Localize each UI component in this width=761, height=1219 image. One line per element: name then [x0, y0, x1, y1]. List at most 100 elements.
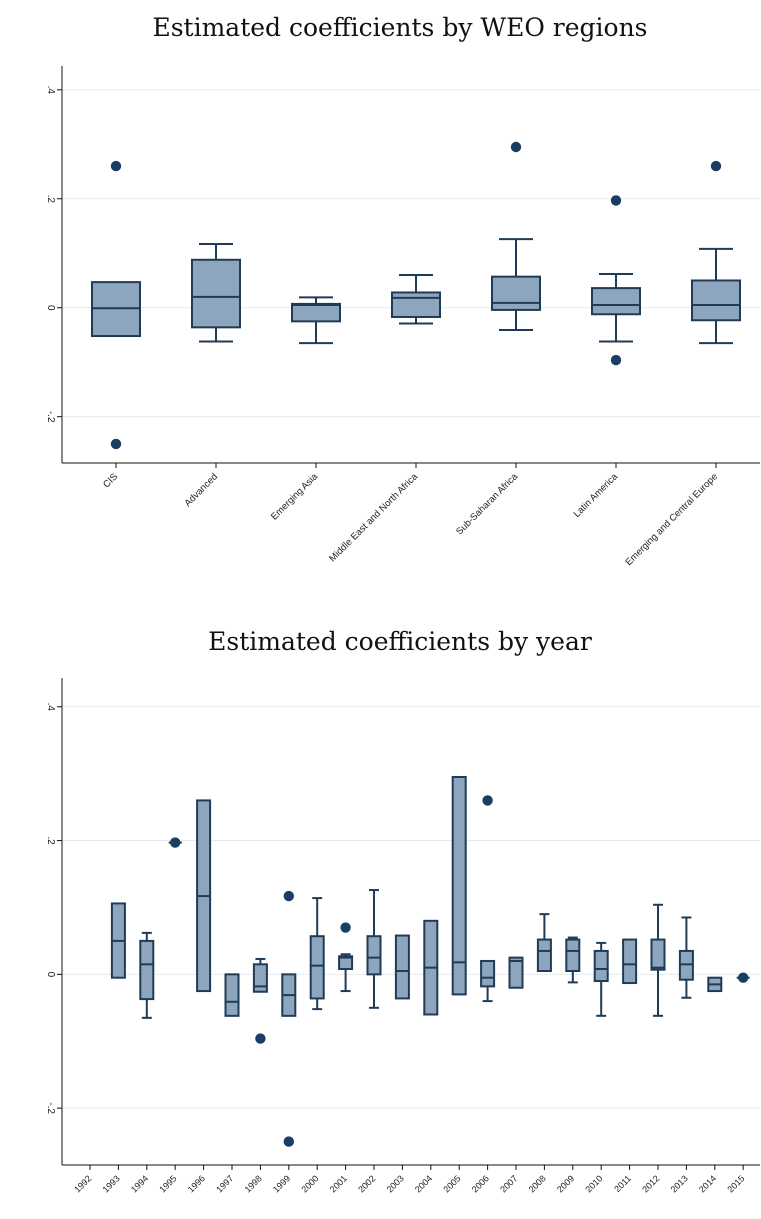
- box-iqr: [622, 938, 638, 985]
- chart-title: Estimated coefficients by year: [208, 627, 592, 656]
- outlier-point: [738, 972, 749, 983]
- x-tick-label-2007: 2007: [498, 1173, 519, 1194]
- outlier-point: [255, 1033, 266, 1044]
- y-tick-label: .4: [45, 86, 56, 95]
- x-tick-label-2002: 2002: [356, 1173, 377, 1194]
- box-group-sub-saharan-africa: [491, 141, 541, 332]
- box-group-2012: [650, 903, 666, 1017]
- outlier-point: [283, 890, 294, 902]
- y-tick-label: -.2: [45, 1102, 56, 1114]
- x-tick-label-1999: 1999: [271, 1173, 292, 1194]
- x-tick-label-advanced: Advanced: [182, 471, 220, 509]
- x-tick-label-2013: 2013: [669, 1173, 690, 1194]
- y-tick-label: 0: [45, 305, 56, 311]
- x-tick-label-emerging-and-central-europe: Emerging and Central Europe: [623, 471, 720, 568]
- box-iqr: [691, 279, 741, 322]
- outlier-point: [170, 837, 181, 848]
- x-tick-label-2010: 2010: [583, 1173, 604, 1194]
- box-iqr: [391, 291, 441, 318]
- box-iqr: [591, 287, 641, 316]
- box-group-2009: [565, 936, 581, 984]
- box-iqr: [139, 939, 155, 1001]
- outlier-point: [110, 160, 122, 172]
- box-group-2007: [508, 956, 524, 989]
- x-tick-label-latin-america: Latin America: [572, 471, 621, 520]
- box-iqr: [366, 935, 382, 976]
- x-tick-label-2001: 2001: [328, 1173, 349, 1194]
- box-group-emerging-and-central-europe: [691, 160, 741, 345]
- box-group-2004: [423, 919, 439, 1016]
- chart-weo-regions: Estimated coefficients by WEO regions -.2…: [45, 13, 760, 568]
- box-iqr: [593, 949, 609, 983]
- x-tick-label-sub-saharan-africa: Sub-Saharan Africa: [454, 471, 521, 538]
- box-iqr: [224, 973, 240, 1017]
- x-tick-label-middle-east-and-north-africa: Middle East and North Africa: [327, 471, 420, 564]
- y-tick-label: -.2: [45, 411, 56, 423]
- box-iqr: [508, 956, 524, 989]
- outlier-point: [110, 438, 122, 450]
- y-tick-label: .2: [45, 195, 56, 204]
- box-group-2006: [480, 795, 496, 1003]
- x-tick-label-2014: 2014: [697, 1173, 718, 1194]
- outlier-point: [710, 160, 722, 172]
- x-tick-label-1992: 1992: [72, 1173, 93, 1194]
- box-group-1999: [281, 890, 297, 1147]
- x-tick-label-2006: 2006: [470, 1173, 491, 1194]
- box-group-2010: [593, 941, 609, 1017]
- y-tick-label: .2: [45, 836, 56, 845]
- x-tick-label-1997: 1997: [214, 1173, 235, 1194]
- box-iqr: [678, 949, 694, 981]
- box-iqr: [451, 776, 467, 996]
- box-group-cis: [91, 160, 141, 450]
- x-tick-label-1998: 1998: [243, 1173, 264, 1194]
- box-group-1995: [168, 837, 182, 848]
- x-tick-label-2000: 2000: [299, 1173, 320, 1194]
- box-group-2002: [366, 889, 382, 1009]
- y-tick-label: 0: [45, 972, 56, 978]
- box-iqr: [252, 963, 268, 993]
- box-group-1993: [110, 902, 126, 979]
- y-tick-label: .4: [45, 703, 56, 712]
- box-iqr: [191, 258, 241, 329]
- box-iqr: [536, 938, 552, 973]
- box-group-2005: [451, 776, 467, 996]
- box-iqr: [565, 938, 581, 973]
- box-iqr: [338, 955, 354, 970]
- box-iqr: [480, 959, 496, 988]
- box-group-2015: [736, 972, 750, 983]
- box-group-2014: [707, 976, 723, 993]
- box-group-2000: [309, 897, 325, 1011]
- x-tick-label-1996: 1996: [186, 1173, 207, 1194]
- x-tick-label-1995: 1995: [157, 1173, 178, 1194]
- x-tick-label-1994: 1994: [129, 1173, 150, 1194]
- outlier-point: [283, 1136, 294, 1147]
- outlier-point: [610, 354, 622, 366]
- box-group-2008: [536, 913, 552, 973]
- box-iqr: [291, 302, 341, 323]
- outlier-point: [340, 922, 351, 933]
- box-group-latin-america: [591, 195, 641, 366]
- box-group-2001: [338, 922, 354, 993]
- x-tick-label-2009: 2009: [555, 1173, 576, 1194]
- box-iqr: [309, 935, 325, 1000]
- box-group-1996: [196, 799, 212, 993]
- box-iqr: [394, 934, 410, 1000]
- x-tick-label-2005: 2005: [441, 1173, 462, 1194]
- box-group-middle-east-and-north-africa: [391, 274, 441, 325]
- box-group-emerging-asia: [291, 296, 341, 345]
- x-tick-label-cis: CIS: [101, 471, 120, 490]
- x-tick-label-2012: 2012: [640, 1173, 661, 1194]
- box-group-advanced: [191, 242, 241, 343]
- box-iqr: [650, 938, 666, 971]
- outlier-point: [510, 141, 522, 153]
- chart-by-year: Estimated coefficients by year -.2 0 .2 .4 19…: [45, 627, 760, 1195]
- x-tick-label-2004: 2004: [413, 1173, 434, 1194]
- x-tick-label-2015: 2015: [725, 1173, 746, 1194]
- box-group-1998: [252, 957, 268, 1044]
- outlier-point: [482, 795, 493, 806]
- box-group-1994: [139, 931, 155, 1019]
- box-group-1997: [224, 973, 240, 1017]
- x-tick-label-emerging-asia: Emerging Asia: [269, 471, 321, 523]
- chart-title: Estimated coefficients by WEO regions: [152, 13, 647, 42]
